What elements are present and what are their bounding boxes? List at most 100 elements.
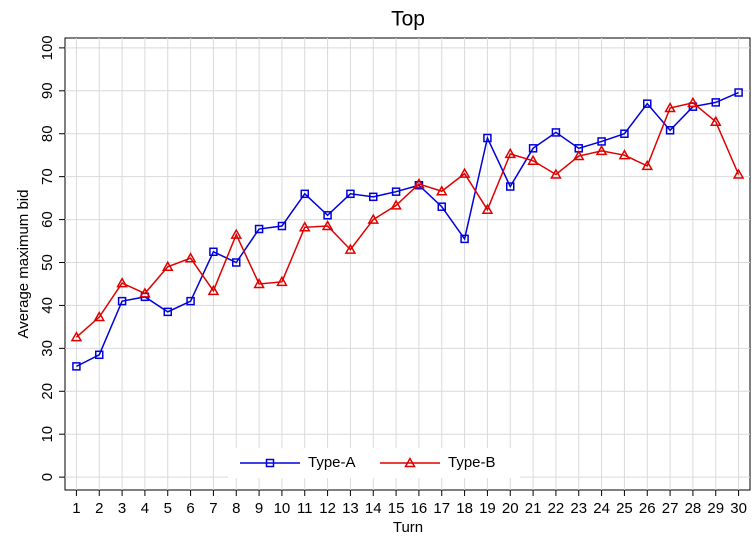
y-tick-label: 0 bbox=[39, 473, 56, 481]
y-tick-label: 70 bbox=[39, 168, 56, 185]
point bbox=[232, 258, 241, 267]
point bbox=[321, 219, 334, 231]
point bbox=[550, 168, 562, 179]
point bbox=[298, 221, 311, 232]
x-tick-label: 17 bbox=[433, 500, 450, 517]
x-tick-label: 25 bbox=[616, 500, 633, 517]
y-tick-label: 10 bbox=[39, 426, 56, 443]
point bbox=[344, 243, 357, 254]
x-tick-label: 16 bbox=[411, 500, 428, 517]
y-tick-label: 30 bbox=[39, 340, 56, 357]
point bbox=[435, 185, 448, 196]
y-tick-label: 90 bbox=[39, 82, 56, 99]
point bbox=[253, 277, 265, 289]
x-tick-label: 19 bbox=[479, 500, 496, 517]
plot-area bbox=[64, 37, 751, 491]
point bbox=[209, 247, 218, 257]
chart-title: Top bbox=[391, 8, 425, 31]
x-tick-label: 21 bbox=[525, 500, 542, 517]
point bbox=[643, 99, 652, 108]
x-tick-label: 30 bbox=[730, 500, 747, 517]
x-tick-label: 14 bbox=[365, 500, 382, 517]
point bbox=[95, 350, 104, 360]
point bbox=[139, 287, 151, 298]
point bbox=[390, 199, 402, 210]
x-tick-label: 1 bbox=[72, 500, 80, 517]
x-tick-label: 15 bbox=[388, 500, 405, 517]
point bbox=[665, 126, 675, 135]
x-tick-label: 7 bbox=[209, 500, 217, 517]
point bbox=[437, 202, 446, 211]
x-tick-label: 3 bbox=[118, 500, 126, 517]
point bbox=[117, 296, 127, 306]
legend-marker bbox=[404, 456, 416, 468]
point bbox=[413, 177, 425, 189]
point bbox=[460, 234, 469, 244]
y-tick-label: 40 bbox=[39, 297, 56, 314]
x-tick-label: 12 bbox=[319, 500, 336, 517]
point bbox=[504, 147, 517, 159]
legend-marker bbox=[265, 458, 275, 468]
point bbox=[70, 331, 83, 342]
point bbox=[346, 189, 355, 199]
x-axis-label: Turn bbox=[393, 519, 423, 536]
point bbox=[184, 252, 197, 263]
point bbox=[93, 310, 106, 322]
point bbox=[734, 88, 743, 97]
point bbox=[595, 144, 608, 156]
x-tick-label: 27 bbox=[662, 500, 679, 517]
point bbox=[277, 221, 287, 231]
x-tick-label: 28 bbox=[685, 500, 702, 517]
x-tick-label: 4 bbox=[141, 500, 149, 517]
y-tick-label: 50 bbox=[39, 254, 56, 271]
point bbox=[481, 203, 494, 214]
x-tick-label: 23 bbox=[570, 500, 587, 517]
point bbox=[276, 275, 288, 287]
point bbox=[323, 211, 332, 220]
y-tick-label: 60 bbox=[39, 211, 56, 228]
point bbox=[367, 213, 380, 224]
point bbox=[618, 149, 631, 160]
legend-label: Type-B bbox=[448, 454, 496, 471]
point bbox=[687, 96, 699, 108]
point bbox=[161, 260, 174, 272]
point bbox=[551, 128, 561, 137]
x-tick-label: 9 bbox=[255, 500, 263, 517]
point bbox=[641, 159, 654, 171]
y-axis-label: Average maximum bid bbox=[15, 190, 32, 339]
point bbox=[72, 362, 81, 371]
point bbox=[709, 115, 722, 126]
y-tick-label: 80 bbox=[39, 125, 56, 142]
point bbox=[732, 168, 745, 179]
x-tick-label: 13 bbox=[342, 500, 359, 517]
x-tick-label: 18 bbox=[456, 500, 473, 517]
y-tick-label: 20 bbox=[39, 383, 56, 400]
x-tick-label: 20 bbox=[502, 500, 519, 517]
x-tick-label: 29 bbox=[707, 500, 724, 517]
x-tick-label: 11 bbox=[297, 500, 313, 517]
x-tick-label: 8 bbox=[232, 500, 240, 517]
point bbox=[391, 187, 401, 196]
point bbox=[572, 150, 585, 161]
point bbox=[458, 167, 471, 178]
point bbox=[254, 224, 264, 234]
x-tick-label: 10 bbox=[274, 500, 291, 517]
point bbox=[163, 307, 172, 317]
x-tick-label: 24 bbox=[593, 500, 610, 517]
x-tick-label: 2 bbox=[95, 500, 103, 517]
point bbox=[527, 154, 539, 166]
point bbox=[664, 101, 676, 113]
point bbox=[711, 98, 720, 107]
point bbox=[230, 228, 243, 239]
point bbox=[528, 144, 538, 153]
point bbox=[620, 129, 629, 138]
x-tick-label: 5 bbox=[164, 500, 172, 517]
point bbox=[483, 133, 492, 143]
x-tick-label: 6 bbox=[186, 500, 194, 517]
point bbox=[300, 189, 309, 199]
legend: Type-A Type-B bbox=[228, 448, 520, 478]
point bbox=[369, 192, 378, 202]
x-tick-label: 26 bbox=[639, 500, 656, 517]
legend-label: Type-A bbox=[308, 454, 356, 471]
